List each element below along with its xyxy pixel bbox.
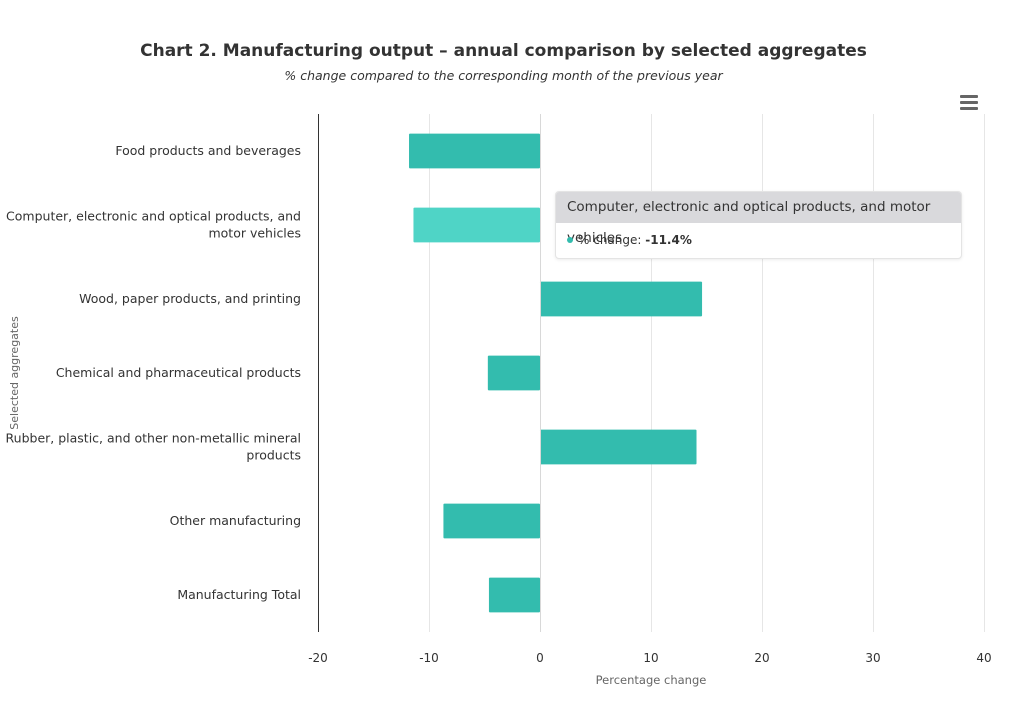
- category-label: products: [246, 448, 301, 463]
- x-axis-title: Percentage change: [596, 673, 707, 687]
- category-label: Manufacturing Total: [177, 587, 301, 602]
- chart-title: Chart 2. Manufacturing output – annual c…: [140, 41, 867, 61]
- bar: [443, 503, 540, 539]
- y-axis-title: Selected aggregates: [8, 316, 21, 430]
- tooltip-label: % change:: [578, 233, 646, 247]
- bar: [487, 355, 540, 391]
- tooltip-title: Computer, electronic and optical product…: [556, 192, 961, 246]
- category-label: Rubber, plastic, and other non-metallic …: [6, 431, 301, 446]
- bar: [540, 429, 697, 465]
- category-label: Chemical and pharmaceutical products: [56, 365, 301, 380]
- x-tick-label: 20: [754, 651, 769, 665]
- x-tick-label: 30: [865, 651, 880, 665]
- chart-subtitle: % change compared to the corresponding m…: [284, 68, 723, 83]
- x-tick-label: 0: [536, 651, 544, 665]
- hamburger-menu-icon[interactable]: [958, 92, 980, 112]
- category-label: Computer, electronic and optical product…: [6, 209, 301, 224]
- x-tick-label: -20: [308, 651, 328, 665]
- bar: [540, 281, 703, 317]
- x-tick-label: 40: [976, 651, 991, 665]
- chart-tooltip: Computer, electronic and optical product…: [555, 191, 962, 259]
- category-label: Food products and beverages: [115, 143, 301, 158]
- tooltip-series-dot: [567, 236, 573, 243]
- tooltip-body: % change: -11.4%: [556, 223, 961, 247]
- category-label: Other manufacturing: [170, 513, 301, 528]
- x-tick-label: 10: [643, 651, 658, 665]
- category-label: Wood, paper products, and printing: [79, 291, 301, 306]
- bar: [413, 207, 540, 243]
- category-label: motor vehicles: [208, 226, 301, 241]
- x-tick-label: -10: [419, 651, 439, 665]
- bar: [488, 577, 540, 613]
- bar: [409, 133, 540, 169]
- tooltip-value: -11.4%: [645, 233, 692, 247]
